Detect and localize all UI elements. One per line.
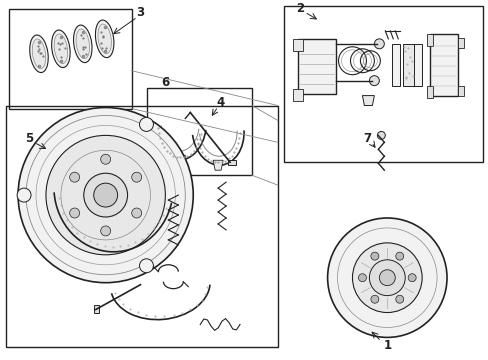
Ellipse shape xyxy=(30,35,48,73)
Bar xyxy=(297,39,335,94)
Ellipse shape xyxy=(76,29,89,59)
Bar xyxy=(457,38,463,48)
Bar xyxy=(227,160,236,165)
Bar xyxy=(9,9,131,108)
Circle shape xyxy=(94,183,118,207)
Circle shape xyxy=(131,172,142,182)
Ellipse shape xyxy=(98,24,111,54)
Circle shape xyxy=(368,76,379,86)
Circle shape xyxy=(46,135,165,255)
Circle shape xyxy=(131,208,142,218)
Ellipse shape xyxy=(54,34,67,64)
Bar xyxy=(403,44,414,86)
Ellipse shape xyxy=(73,25,92,63)
Text: 5: 5 xyxy=(25,132,33,145)
Circle shape xyxy=(101,154,110,164)
Circle shape xyxy=(358,274,366,282)
Circle shape xyxy=(69,172,80,182)
Circle shape xyxy=(101,226,110,236)
Bar xyxy=(391,44,400,86)
Text: 3: 3 xyxy=(136,6,144,19)
Circle shape xyxy=(83,173,127,217)
Text: 6: 6 xyxy=(161,76,169,89)
Bar xyxy=(147,87,251,175)
Circle shape xyxy=(395,295,403,303)
Bar xyxy=(426,34,432,46)
Circle shape xyxy=(374,39,384,49)
Circle shape xyxy=(69,208,80,218)
Circle shape xyxy=(18,108,193,283)
Circle shape xyxy=(352,243,421,312)
Circle shape xyxy=(139,117,153,131)
Text: 2: 2 xyxy=(295,3,303,15)
Circle shape xyxy=(368,260,405,296)
Circle shape xyxy=(17,188,31,202)
Circle shape xyxy=(370,295,378,303)
Ellipse shape xyxy=(95,20,114,58)
Bar xyxy=(413,44,421,86)
Polygon shape xyxy=(175,155,185,165)
Circle shape xyxy=(379,270,394,286)
Circle shape xyxy=(327,218,446,337)
Bar xyxy=(283,6,482,162)
Circle shape xyxy=(407,274,415,282)
Circle shape xyxy=(139,259,153,273)
Ellipse shape xyxy=(52,30,70,68)
Text: 1: 1 xyxy=(383,339,390,352)
Bar xyxy=(292,89,302,100)
Ellipse shape xyxy=(32,39,46,69)
Circle shape xyxy=(370,252,378,260)
Bar xyxy=(94,305,99,312)
Circle shape xyxy=(377,131,385,139)
Polygon shape xyxy=(362,95,374,105)
Bar xyxy=(426,86,432,98)
Text: 4: 4 xyxy=(216,96,224,109)
Text: 7: 7 xyxy=(363,132,371,145)
Bar xyxy=(292,39,302,51)
Bar xyxy=(429,34,457,95)
Circle shape xyxy=(395,252,403,260)
Polygon shape xyxy=(213,160,223,170)
Bar xyxy=(457,86,463,95)
